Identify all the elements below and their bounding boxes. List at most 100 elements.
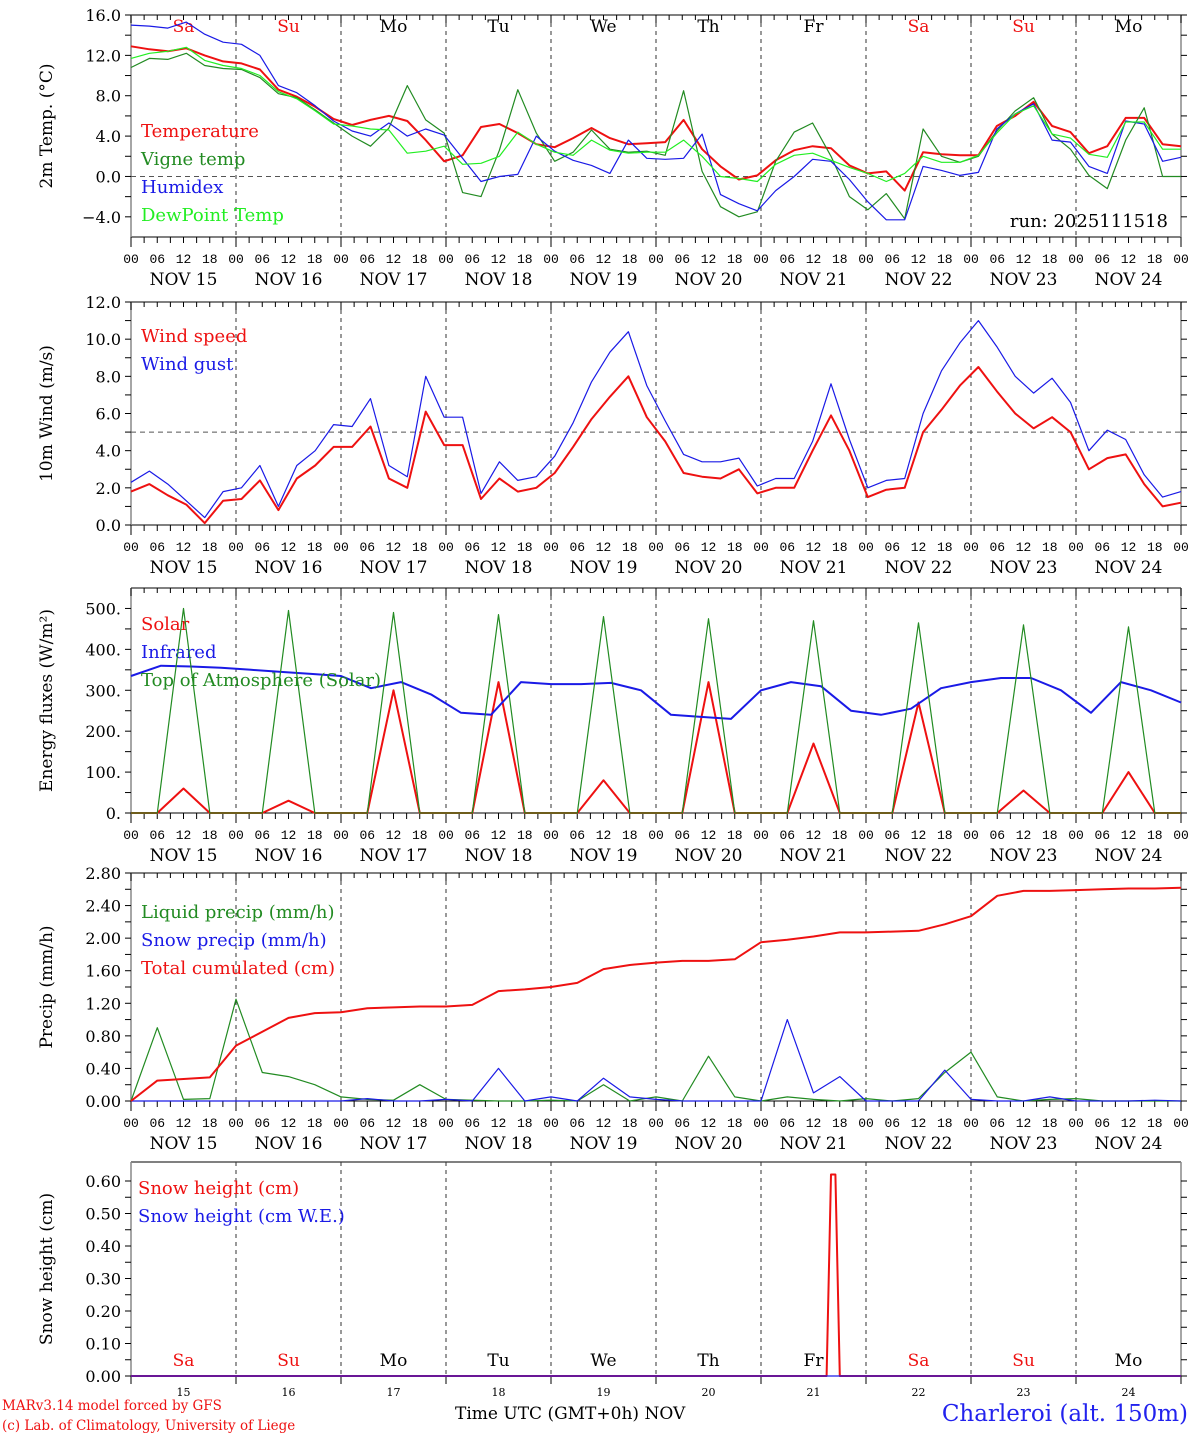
x-hour-label: 12 [386, 828, 402, 843]
x-hour-label: 18 [1147, 540, 1163, 555]
x-date-label: NOV 23 [990, 846, 1058, 866]
x-hour-label: 00 [963, 252, 979, 267]
x-date-label: NOV 15 [150, 1134, 218, 1154]
day-of-week-label: We [590, 1351, 616, 1371]
x-hour-label: 00 [648, 252, 664, 267]
legend-entry: DewPoint Temp [141, 205, 284, 226]
y-tick-label: 12.0 [85, 293, 121, 312]
legend-entry: Infrared [141, 642, 216, 663]
x-hour-label: 00 [963, 1116, 979, 1131]
series-line-total-cumulated-cm [130, 886, 1182, 1102]
footer-model-text: MARv3.14 model forced by GFS [2, 1398, 222, 1414]
x-hour-label: 12 [176, 1116, 192, 1131]
x-hour-label: 06 [569, 540, 585, 555]
y-tick-label: 300. [85, 681, 121, 700]
x-hour-label: 12 [806, 540, 822, 555]
x-date-label: NOV 19 [570, 558, 638, 578]
day-of-week-label: Mo [1115, 17, 1143, 37]
x-hour-label: 06 [674, 540, 690, 555]
x-hour-label: 00 [123, 252, 139, 267]
y-tick-label: 8.0 [96, 87, 121, 106]
y-tick-label: 500. [85, 599, 121, 618]
x-hour-label: 00 [1068, 252, 1084, 267]
series-line-humidex [130, 21, 1182, 221]
y-tick-label: 400. [85, 640, 121, 659]
x-hour-label: 18 [622, 540, 638, 555]
y-tick-label: 0. [106, 804, 121, 823]
x-hour-label: 18 [1042, 828, 1058, 843]
x-hour-label: 06 [149, 252, 165, 267]
x-hour-label: 00 [228, 1116, 244, 1131]
x-hour-label: 12 [806, 828, 822, 843]
x-day-number: 15 [177, 1386, 191, 1399]
legend-entry: Liquid precip (mm/h) [141, 902, 335, 923]
x-date-label: NOV 15 [150, 270, 218, 290]
x-hour-label: 18 [412, 540, 428, 555]
x-hour-label: 12 [596, 1116, 612, 1131]
x-hour-label: 18 [1147, 252, 1163, 267]
x-hour-label: 12 [911, 252, 927, 267]
x-date-label: NOV 23 [990, 270, 1058, 290]
x-hour-label: 18 [832, 252, 848, 267]
day-of-week-label: Sa [908, 1351, 930, 1371]
y-tick-label: 0.00 [85, 1092, 121, 1111]
y-tick-label: 0.40 [85, 1059, 121, 1078]
location-label: Charleroi (alt. 150m) [941, 1401, 1188, 1427]
day-of-week-label: Su [1012, 17, 1035, 37]
x-date-label: NOV 18 [465, 846, 533, 866]
x-date-label: NOV 23 [990, 1134, 1058, 1154]
x-hour-label: 12 [386, 252, 402, 267]
x-hour-label: 00 [333, 252, 349, 267]
x-hour-label: 18 [202, 1116, 218, 1131]
y-tick-label: 2.00 [85, 929, 121, 948]
x-hour-label: 06 [569, 828, 585, 843]
x-date-label: NOV 24 [1095, 846, 1163, 866]
x-date-label: NOV 19 [570, 846, 638, 866]
x-hour-label: 00 [123, 1116, 139, 1131]
x-hour-label: 18 [622, 828, 638, 843]
x-hour-label: 06 [149, 828, 165, 843]
x-hour-label: 00 [438, 1116, 454, 1131]
x-hour-label: 12 [1016, 1116, 1032, 1131]
x-hour-label: 18 [1042, 1116, 1058, 1131]
x-hour-label: 18 [202, 828, 218, 843]
x-hour-label: 12 [911, 828, 927, 843]
x-hour-label: 06 [779, 252, 795, 267]
x-date-label: NOV 22 [885, 558, 953, 578]
x-hour-label: 00 [543, 252, 559, 267]
series-line-top-of-atmosphere-solar [131, 607, 1181, 814]
day-of-week-label: Th [697, 1351, 719, 1371]
x-hour-label: 18 [517, 252, 533, 267]
x-hour-label: 06 [884, 828, 900, 843]
legend-entry: Top of Atmosphere (Solar) [141, 670, 381, 691]
x-hour-label: 12 [1121, 540, 1137, 555]
y-tick-label: 0.0 [96, 167, 121, 186]
x-hour-label: 18 [937, 252, 953, 267]
y-tick-label: 10.0 [85, 330, 121, 349]
y-tick-label: 1.20 [85, 994, 121, 1013]
day-of-week-label: Su [277, 17, 300, 37]
x-hour-label: 06 [464, 540, 480, 555]
series-line-liquid-precip-mm-h [130, 998, 1181, 1102]
legend-entry: Humidex [141, 177, 223, 198]
x-hour-label: 18 [1042, 540, 1058, 555]
legend-entry: Snow precip (mm/h) [141, 930, 327, 951]
x-hour-label: 00 [1068, 540, 1084, 555]
y-tick-label: 0.10 [85, 1335, 121, 1354]
x-hour-label: 06 [464, 252, 480, 267]
series-line-wind-gust [130, 320, 1182, 519]
series-line-snow-precip-mm-h [131, 1018, 1182, 1102]
legend-entry: Wind speed [141, 326, 247, 347]
x-hour-label: 06 [1094, 252, 1110, 267]
day-of-week-label: Fr [804, 17, 825, 37]
x-hour-label: 12 [386, 540, 402, 555]
x-hour-label: 18 [202, 540, 218, 555]
chart-panel-2: 12.0 10.0 8.0 6.0 4.0 2.0 0.0 10m Wind (m/s) 00 0… [37, 293, 1189, 578]
y-axis-title: 10m Wind (m/s) [37, 345, 57, 482]
x-date-label: NOV 20 [675, 846, 743, 866]
y-tick-label: 100. [85, 763, 121, 782]
y-axis-title: Snow height (cm) [37, 1193, 57, 1345]
legend-entry: Solar [141, 614, 190, 635]
x-hour-label: 06 [1094, 1116, 1110, 1131]
x-date-label: NOV 22 [885, 846, 953, 866]
